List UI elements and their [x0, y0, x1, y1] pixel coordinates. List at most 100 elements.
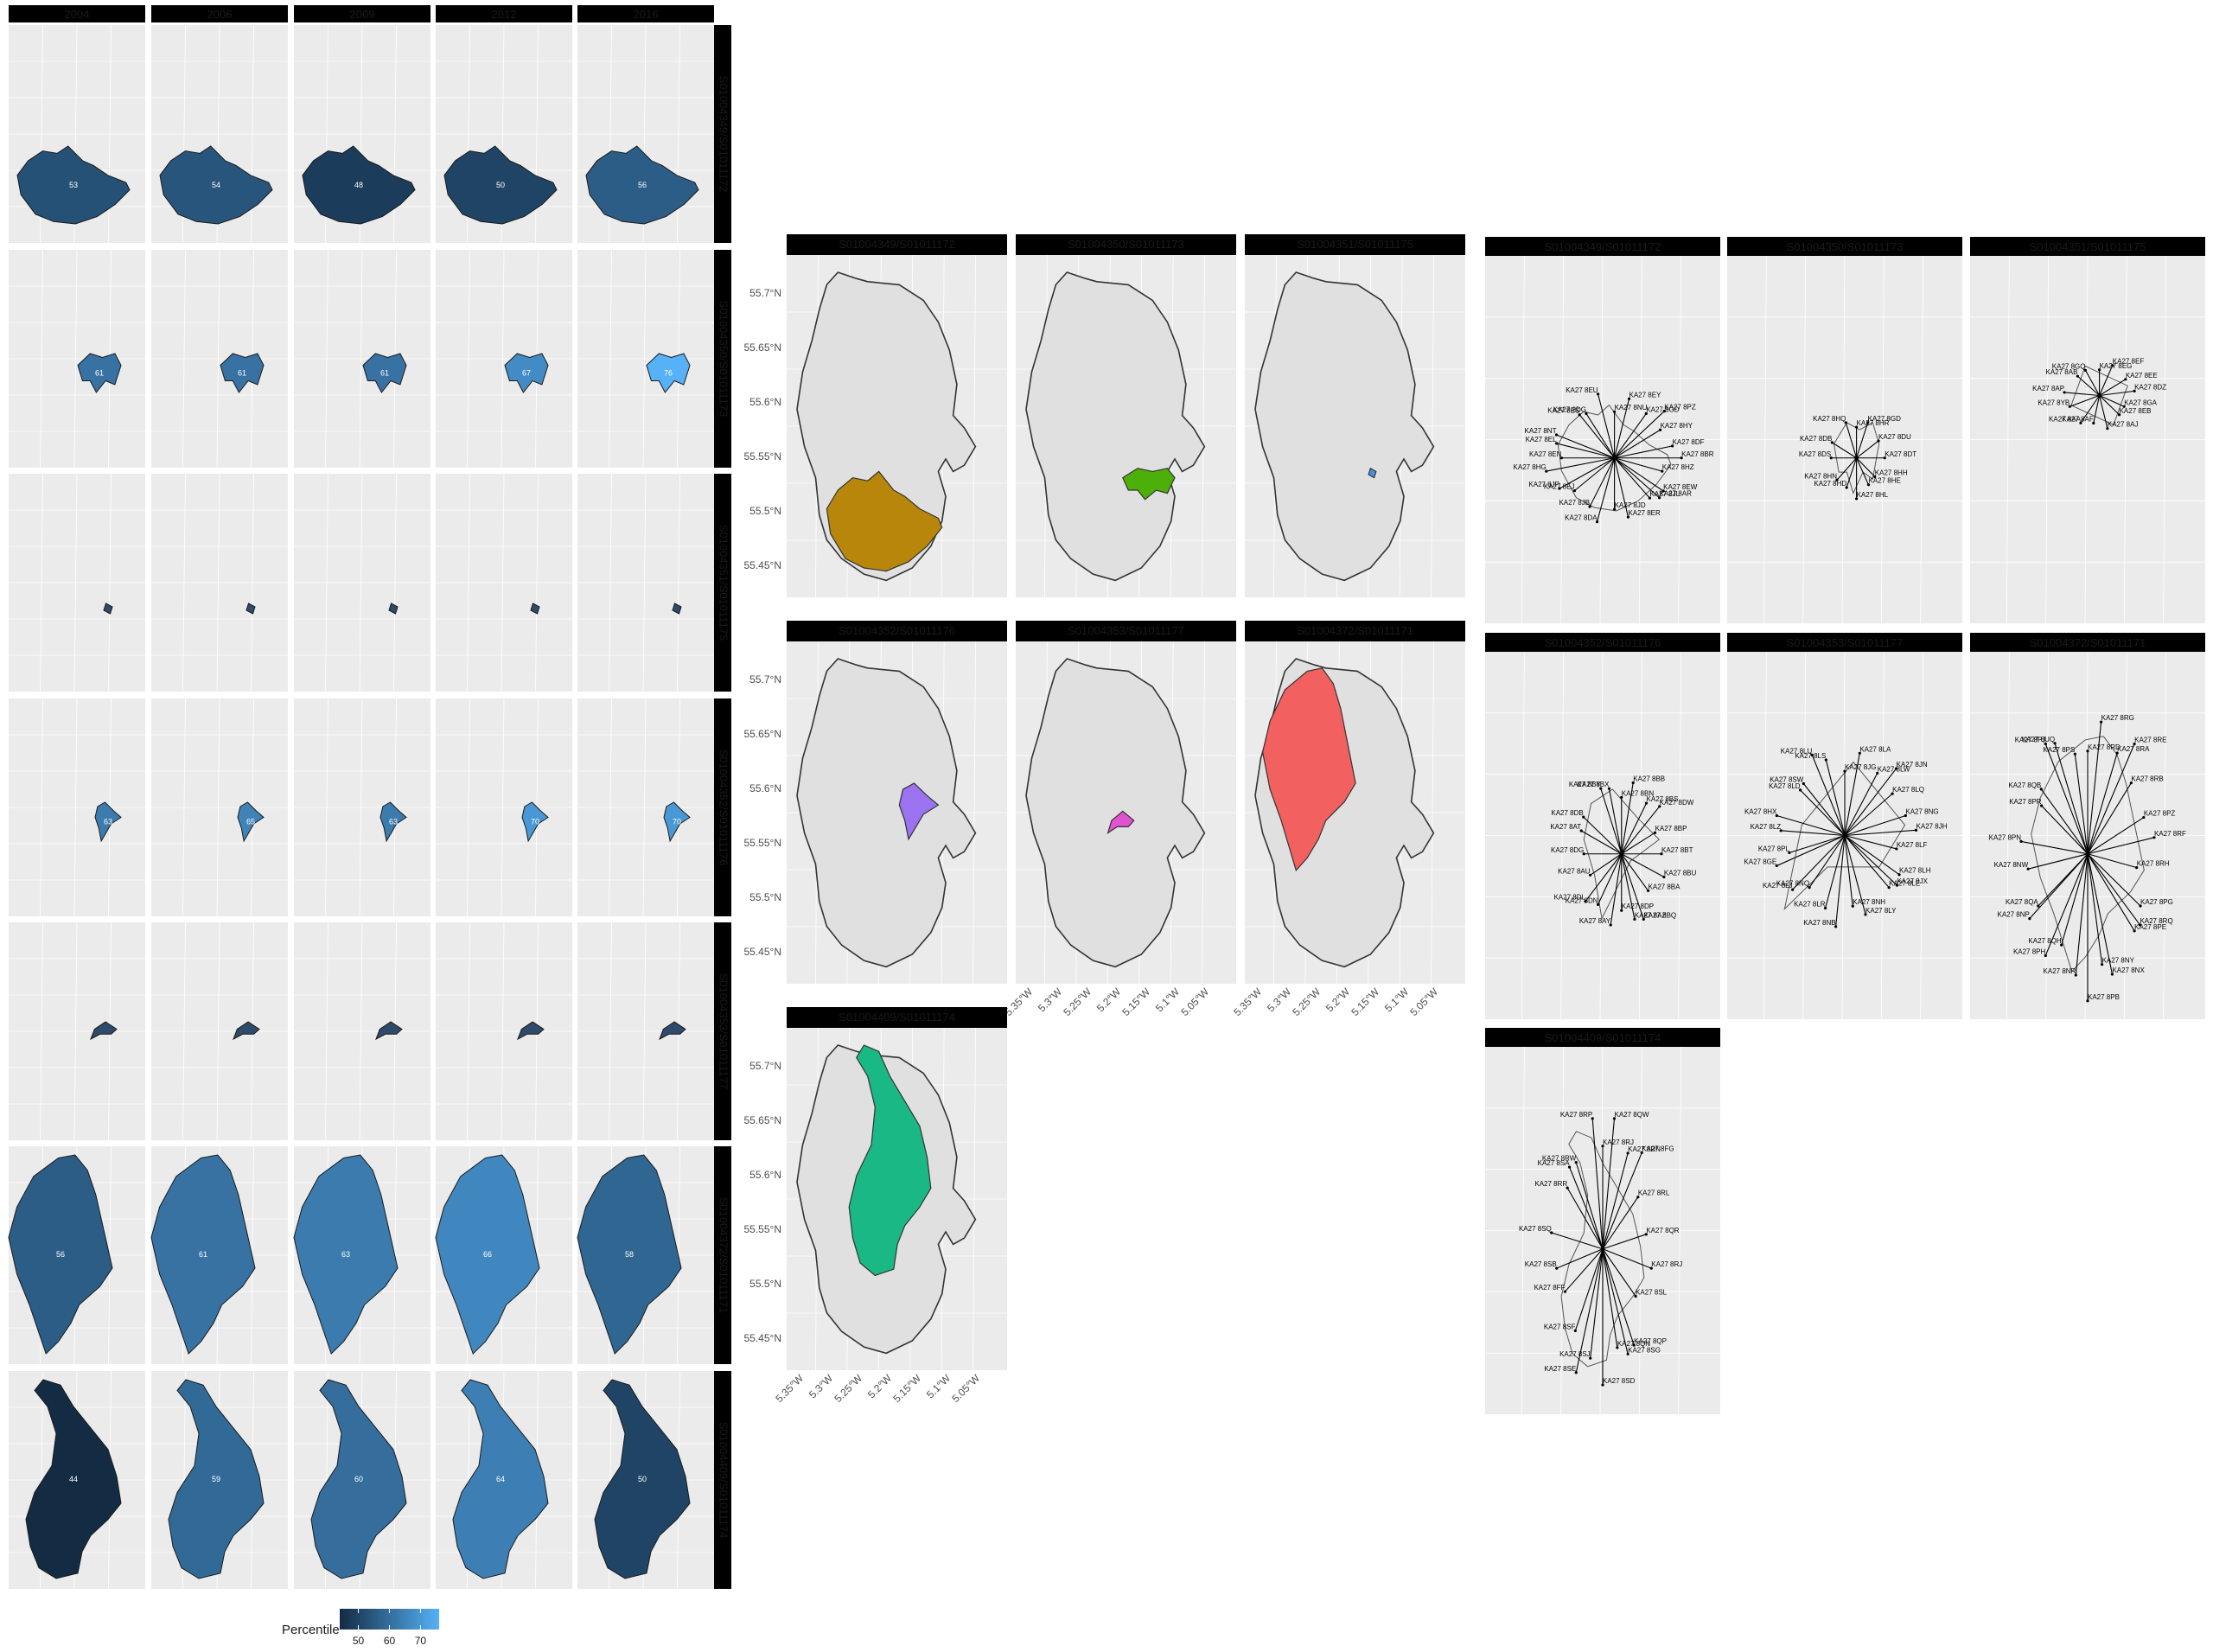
spider-line [1802, 783, 1846, 836]
region-polygon [94, 801, 122, 843]
postcode-point [1601, 1383, 1604, 1387]
spider-line [1614, 457, 1629, 518]
percentile-legend: Percentile 50 60 70 [282, 1609, 439, 1647]
spider-line [2070, 394, 2100, 407]
postcode-point [2117, 413, 2121, 417]
postcode-label: KA27 8GD [1646, 405, 1679, 413]
postcode-point [2135, 866, 2139, 870]
panel-strip-label: S01004349/S01011172 [1545, 240, 1661, 253]
postcode-label: KA27 8RA [2117, 745, 2150, 753]
lon-tick-label: 5.05°W [1178, 985, 1211, 1018]
postcode-label: KA27 8JB [1559, 499, 1590, 507]
panel-strip-label: S01004349/S01011172 [839, 238, 955, 251]
island-outline [796, 658, 977, 968]
postcode-label: KA27 8AP [2032, 385, 2064, 392]
value-label: 61 [238, 369, 246, 378]
postcode-label: KA27 8DF [1673, 438, 1705, 446]
postcode-point [1620, 795, 1623, 799]
region-polygon [103, 603, 113, 615]
postcode-point [1891, 792, 1894, 795]
postcode-label: KA27 8BN [1622, 789, 1655, 797]
postcode-point [1585, 411, 1588, 416]
region-polygon [90, 1021, 118, 1041]
postcode-point [1845, 486, 1848, 489]
postcode-point [1613, 507, 1617, 511]
postcode-label: KA27 8NY [2102, 957, 2135, 965]
postcode-point [1659, 428, 1662, 431]
postcode-point [1823, 906, 1827, 910]
postcode-label: KA27 8HG [1514, 463, 1547, 471]
spider-line [2087, 853, 2137, 869]
postcode-label: KA27 8DS [1799, 450, 1831, 458]
region-polygon [246, 603, 256, 615]
spider-line [1566, 1187, 1604, 1250]
postcode-point [2110, 973, 2114, 976]
postcode-point [2039, 788, 2043, 791]
postcode-point [1601, 1145, 1604, 1148]
postcode-point [1897, 873, 1901, 877]
postcode-point [2076, 374, 2080, 378]
postcode-point [1895, 883, 1898, 887]
spider-line [1776, 814, 1846, 837]
postcode-label: KA27 8EJ [1544, 483, 1575, 491]
spider-line [2099, 394, 2125, 407]
spider-line [1598, 393, 1616, 458]
postcode-point [1866, 421, 1870, 424]
spider-line [1574, 457, 1615, 492]
postcode-label: KA27 8LY [1865, 907, 1897, 915]
postcode-point [2115, 751, 2119, 755]
postcode-label: KA27 8AT [1550, 823, 1581, 831]
spider-line [2020, 840, 2089, 855]
panel-strip [787, 621, 1007, 641]
lat-tick-label: 55.7°N [749, 287, 781, 299]
spider-line [1856, 422, 1869, 458]
postcode-point [1626, 1352, 1629, 1355]
postcode-label: KA27 8RF [2154, 830, 2186, 838]
postcode-point [1566, 1186, 1569, 1190]
region-outline [1783, 761, 1906, 910]
postcode-label: KA27 8LW [1878, 765, 1910, 773]
postcode-label: KA27 8AR [1660, 490, 1693, 498]
postcode-label: KA27 8NH [1853, 898, 1885, 906]
spider-line [1844, 814, 1906, 837]
spider-line [2099, 395, 2120, 416]
postcode-point [1914, 828, 1918, 832]
spider-line [2093, 395, 2101, 424]
facet-grid [151, 922, 288, 1141]
col-strip [577, 5, 714, 22]
panel-strip-label: S01004350/S01011173 [1068, 238, 1184, 251]
postcode-point [2142, 815, 2146, 820]
region-polygon [594, 1379, 691, 1579]
spider-line [2040, 788, 2089, 855]
postcode-label: KA27 8NX [2112, 966, 2145, 974]
spider-line [2054, 743, 2089, 854]
spider-line [1590, 853, 1623, 876]
lon-tick-label: 5.35°W [773, 1372, 806, 1405]
postcode-point [1855, 425, 1859, 429]
postcode-point [1835, 478, 1839, 482]
value-label: 61 [380, 369, 389, 378]
postcode-point [1609, 923, 1612, 927]
postcode-label: KA27 8HQ [1813, 415, 1846, 423]
spider-line [1844, 835, 1897, 886]
value-label: 54 [212, 181, 220, 189]
spider-line [1856, 457, 1876, 477]
postcode-label: KA27 8SA [1538, 1159, 1571, 1167]
postcode-point [1830, 441, 1834, 444]
postcode-point [1883, 456, 1886, 460]
postcode-label: KA27 8QW [1614, 1111, 1649, 1119]
region-polygon [379, 801, 407, 843]
postcode-label: KA27 8LR [1794, 900, 1826, 908]
postcode-label: KA27 8PS [2043, 746, 2075, 754]
legend-title: Percentile [282, 1623, 340, 1637]
spider-line [1844, 773, 1878, 836]
postcode-label: KA27 8AU [1558, 867, 1591, 875]
postcode-label: KA27 8DN [1566, 896, 1598, 904]
island-outline [1254, 271, 1435, 582]
postcode-label: KA27 8NG [1905, 808, 1938, 816]
spider-line [1614, 411, 1665, 459]
lon-tick-label: 5.15°W [1119, 985, 1152, 1018]
lat-tick-label: 55.7°N [749, 673, 781, 686]
panel-strip-label: S01004409/S01011174 [1545, 1031, 1661, 1044]
postcode-point [2098, 368, 2101, 372]
